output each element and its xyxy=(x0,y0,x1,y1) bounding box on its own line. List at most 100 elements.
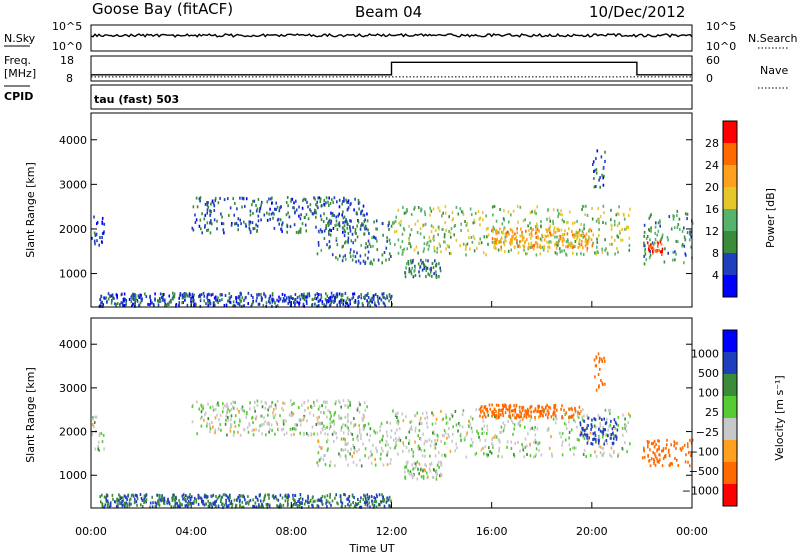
velocity-cell xyxy=(602,426,604,429)
power-cell xyxy=(308,294,311,298)
velocity-cell xyxy=(266,502,269,506)
power-cell xyxy=(423,263,425,267)
power-cell xyxy=(414,265,416,269)
power-cell xyxy=(584,236,587,240)
velocity-cell xyxy=(118,493,120,497)
power-cell xyxy=(356,251,358,255)
velocity-cell xyxy=(278,505,281,509)
power-cell xyxy=(614,252,616,256)
velocity-cell xyxy=(548,411,550,415)
velocity-cell xyxy=(668,454,671,458)
velocity-cell xyxy=(394,412,397,416)
velocity-cell xyxy=(643,455,646,459)
power-cell xyxy=(378,302,380,306)
velocity-cell xyxy=(613,425,615,429)
velocity-cell xyxy=(292,497,294,501)
power-cell xyxy=(519,234,521,238)
velocity-cell xyxy=(312,413,315,417)
power-cell xyxy=(122,303,124,307)
power-cell xyxy=(325,224,327,228)
power-cell xyxy=(439,266,441,270)
power-cell xyxy=(572,251,574,255)
power-cell xyxy=(349,227,351,231)
velocity-cell xyxy=(455,423,458,427)
power-cell xyxy=(377,298,379,301)
velocity-cell xyxy=(393,438,395,442)
power-cell xyxy=(277,217,280,221)
velocity-cell xyxy=(522,405,525,409)
velocity-cell xyxy=(212,425,214,429)
power-cell xyxy=(213,296,216,300)
velocity-cell xyxy=(252,421,254,425)
power-cell xyxy=(263,292,265,296)
velocity-cell xyxy=(230,402,233,406)
power-cell xyxy=(502,230,504,234)
velocity-cell xyxy=(93,425,95,429)
velocity-cell xyxy=(610,455,613,459)
power-cell xyxy=(276,298,278,302)
power-cell xyxy=(428,239,431,243)
power-cell xyxy=(654,231,656,235)
power-cell xyxy=(592,163,594,166)
power-cell xyxy=(448,245,450,249)
power-cell xyxy=(271,297,274,301)
power-cell xyxy=(536,242,539,246)
power-cell xyxy=(444,205,447,209)
velocity-cell xyxy=(275,497,278,501)
velocity-cell xyxy=(677,464,680,467)
power-cell xyxy=(258,209,261,213)
velocity-cell xyxy=(507,420,509,423)
power-cell xyxy=(265,301,268,305)
velocity-cell xyxy=(410,419,413,423)
power-cell xyxy=(317,243,320,247)
power-cell xyxy=(247,291,250,295)
velocity-cell xyxy=(226,402,228,406)
power-cell xyxy=(573,245,575,249)
power-cell xyxy=(507,210,510,214)
velocity-cell xyxy=(103,447,105,451)
velocity-cell xyxy=(97,446,100,450)
velocity-cell xyxy=(340,504,343,508)
velocity-cell xyxy=(455,442,457,446)
velocity-cell xyxy=(380,422,383,426)
power-cell xyxy=(125,301,127,305)
power-cell xyxy=(290,296,292,300)
power-cell xyxy=(486,235,488,239)
velocity-cell xyxy=(253,505,256,508)
power-cell xyxy=(282,299,284,303)
velocity-cell xyxy=(205,494,208,498)
power-cell xyxy=(297,231,300,235)
velocity-cell xyxy=(282,408,285,412)
power-cell xyxy=(199,199,201,203)
velocity-cell xyxy=(374,431,377,435)
velocity-cell xyxy=(602,383,604,387)
power-cell xyxy=(582,204,585,208)
power-cell xyxy=(229,296,232,300)
power-cell xyxy=(368,232,370,235)
velocity-cell xyxy=(519,420,521,424)
power-cell xyxy=(585,232,588,236)
power-cell xyxy=(306,302,308,305)
velocity-cell xyxy=(227,504,230,508)
velocity-cell xyxy=(274,413,277,417)
power-cell xyxy=(401,249,404,252)
power-cell xyxy=(529,236,532,240)
velocity-cell xyxy=(141,504,144,508)
freq-left-label-1: Freq. xyxy=(4,54,31,67)
velocity-cell xyxy=(491,436,494,440)
velocity-cell xyxy=(432,468,435,471)
velocity-cell xyxy=(432,413,435,417)
power-cell xyxy=(590,229,593,233)
velocity-cell xyxy=(483,413,486,417)
velocity-cell xyxy=(527,432,529,436)
power-cell xyxy=(346,296,349,300)
velocity-cell xyxy=(326,448,329,452)
power-cell xyxy=(273,212,275,216)
velocity-cell xyxy=(471,417,474,421)
velocity-cell xyxy=(593,358,596,362)
velocity-cell xyxy=(366,493,369,497)
power-cell xyxy=(544,234,546,238)
power-cell xyxy=(268,212,270,216)
power-cell xyxy=(252,211,254,215)
velocity-cell xyxy=(418,462,421,466)
